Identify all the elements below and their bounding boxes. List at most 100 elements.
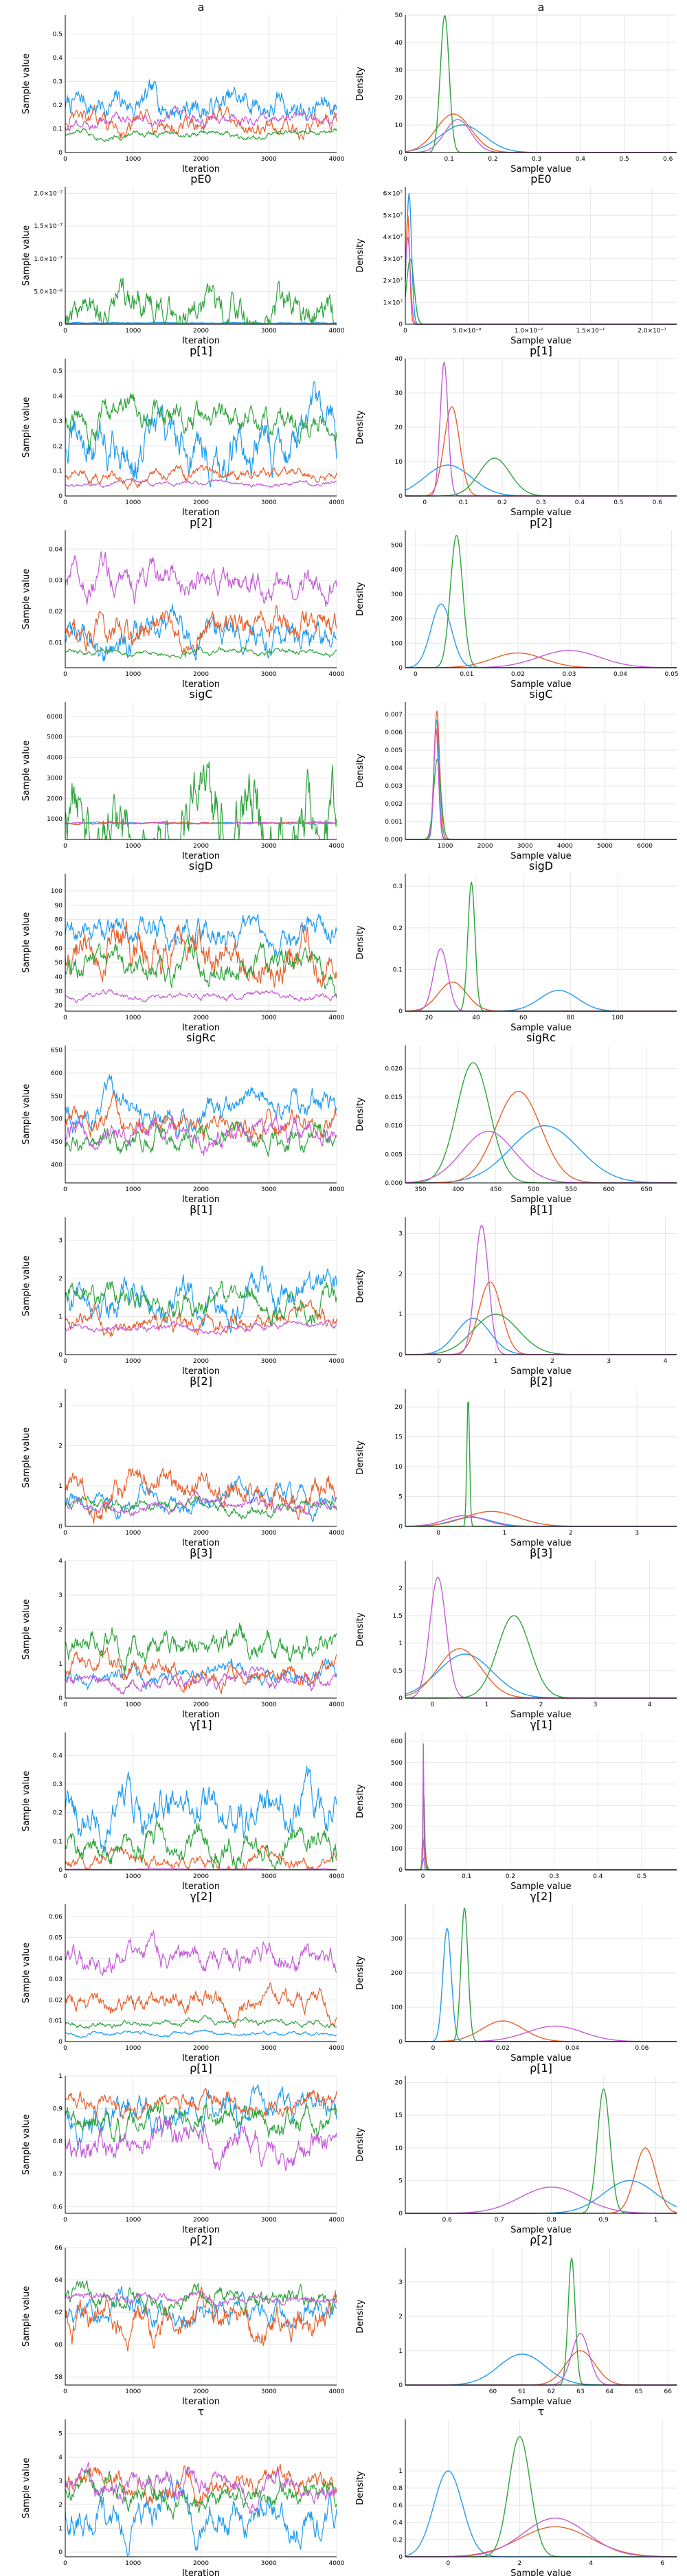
x-tick-label: 4000: [329, 156, 345, 163]
y-tick-label: 0: [398, 1695, 403, 1702]
x-tick-label: 0.6: [663, 156, 673, 163]
density-series-2: [405, 1281, 677, 1355]
density-y-label: Density: [355, 2299, 365, 2334]
trace-series-2: [65, 1300, 337, 1337]
x-tick-label: 0.02: [496, 2045, 510, 2052]
x-tick-label: 60: [489, 2388, 497, 2395]
y-tick-label: 0: [58, 1867, 63, 1874]
x-tick-label: 2: [569, 1530, 573, 1537]
trace-series-4: [65, 1868, 337, 1871]
x-tick-label: 0: [438, 1358, 442, 1365]
trace-x-label: Iteration: [182, 1195, 220, 1205]
panel-row-4: 0 1000 2000 3000 4000 1000 2000 3000 4000 5000 600…: [21, 688, 677, 861]
y-tick-label: 3: [58, 2478, 63, 2485]
density-panel: 1000 2000 3000 4000 5000 6000 0.000 0.001 0.002 0…: [355, 688, 677, 861]
trace-series-1: [65, 604, 337, 662]
density-series-1: [405, 1517, 677, 1527]
trace-y-label: Sample value: [21, 2286, 32, 2347]
y-tick-label: 0.8: [53, 2138, 63, 2145]
y-tick-label: 0: [58, 321, 63, 328]
x-tick-label: 3000: [261, 2217, 277, 2224]
y-tick-label: 0.01: [49, 640, 63, 647]
x-tick-label: 0: [63, 2217, 67, 2224]
y-tick-label: 300: [391, 1803, 403, 1809]
density-series-4: [405, 2025, 677, 2042]
trace-title: β[2]: [190, 1375, 212, 1388]
x-tick-label: 2000: [193, 671, 209, 678]
x-tick-label: 4000: [329, 1702, 345, 1708]
panel-row-7: 0 1000 2000 3000 4000 0 1 2 3 β[1] Iteration Sample…: [21, 1203, 677, 1377]
x-tick-label: 4: [648, 1702, 652, 1708]
y-tick-label: 0.7: [53, 2171, 63, 2178]
y-tick-label: 1: [398, 1640, 403, 1647]
y-tick-label: 0: [398, 2211, 403, 2217]
density-series-2: [405, 113, 677, 153]
trace-series-2: [65, 920, 337, 988]
panel-row-8: 0 1000 2000 3000 40000123β[2]IterationSample…: [21, 1375, 677, 1548]
x-tick-label: 3000: [261, 499, 277, 506]
x-tick-label: 2000: [193, 2388, 209, 2395]
trace-series-1: [65, 2479, 337, 2557]
density-y-label: Density: [355, 2127, 365, 2162]
y-tick-label: 90: [55, 903, 63, 909]
y-tick-label: 10: [395, 459, 403, 466]
y-tick-label: 20: [55, 1003, 63, 1010]
x-tick-label: 0.06: [635, 2045, 649, 2052]
density-panel: 0 0.01 0.02 0.03 0.04 0.05 0 100 200 300 400 500 p[2…: [355, 516, 679, 690]
panel-row-14: 0 1000 2000 3000 4000 0 1 2 3 4 5 τ Iteration Sample …: [21, 2405, 677, 2576]
trace-panel: 0 1000 2000 3000 4000 0 0.1 0.2 0.3 0.4 0.5 a Iterat…: [21, 1, 345, 174]
y-tick-label: 50: [55, 960, 63, 967]
trace-title: ρ[1]: [190, 2061, 212, 2075]
density-series-3: [405, 881, 677, 1012]
trace-y-label: Sample value: [21, 2114, 32, 2175]
y-tick-label: 6000: [47, 714, 63, 721]
x-tick-label: 3000: [261, 2560, 277, 2567]
trace-title: τ: [198, 2405, 205, 2418]
x-tick-label: 0: [63, 1702, 67, 1708]
y-tick-label: 5×10⁷: [383, 212, 403, 219]
trace-series-3: [65, 2101, 337, 2143]
y-tick-label: 0: [398, 493, 403, 500]
trace-series-2: [65, 1844, 337, 1871]
y-tick-label: 0.3: [53, 79, 63, 86]
x-tick-label: 61: [518, 2388, 526, 2395]
y-tick-label: 0.02: [49, 609, 63, 615]
x-tick-label: 3: [635, 1530, 639, 1537]
density-x-label: Sample value: [510, 1195, 571, 1205]
trace-x-label: Iteration: [182, 2053, 220, 2064]
trace-panel: 0 1000 2000 3000 4000 0 5.0×10⁻⁸ 1.0×10⁻⁷ 1.5×10…: [21, 172, 345, 346]
x-tick-label: 0.2: [506, 1873, 515, 1880]
y-tick-label: 10: [395, 1464, 403, 1471]
x-tick-label: 1000: [125, 843, 141, 850]
y-tick-label: 10: [395, 2145, 403, 2152]
x-tick-label: 6000: [637, 843, 653, 850]
x-tick-label: 1000: [125, 2217, 141, 2224]
y-tick-label: 0.1: [53, 126, 63, 133]
y-tick-label: 4×10⁷: [383, 234, 403, 241]
y-tick-label: 20: [395, 1404, 403, 1411]
y-tick-label: 5000: [47, 734, 63, 741]
y-tick-label: 0.02: [49, 1997, 63, 2004]
trace-series-3: [65, 1280, 337, 1327]
trace-x-label: Iteration: [182, 679, 220, 690]
y-tick-label: 2: [398, 1585, 403, 1592]
x-tick-label: 0: [423, 499, 427, 506]
density-series-2: [405, 1837, 677, 1871]
trace-x-label: Iteration: [182, 1710, 220, 1720]
y-tick-label: 0.2: [393, 925, 403, 932]
density-series-1: [405, 124, 677, 153]
trace-series-3: [65, 646, 337, 659]
x-tick-label: 1000: [125, 1015, 141, 1021]
x-tick-label: 1000: [125, 1358, 141, 1365]
x-tick-label: 2000: [193, 1873, 209, 1880]
trace-x-label: Iteration: [182, 336, 220, 346]
x-tick-label: 0: [63, 1186, 67, 1193]
y-tick-label: 0: [398, 2039, 403, 2046]
trace-series-3: [65, 2015, 337, 2029]
density-x-label: Sample value: [510, 2053, 571, 2064]
x-tick-label: 3000: [261, 156, 277, 163]
x-tick-label: 3000: [261, 2045, 277, 2052]
trace-y-label: Sample value: [21, 2458, 32, 2518]
x-tick-label: 0: [403, 328, 407, 335]
y-tick-label: 600: [391, 1739, 403, 1745]
